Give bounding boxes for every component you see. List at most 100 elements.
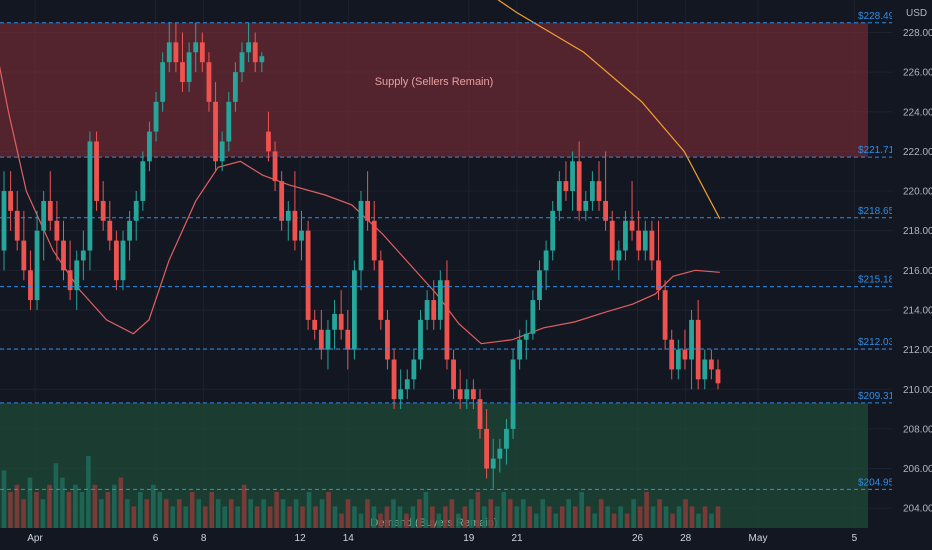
- x-axis: Apr68121419212628May510: [0, 528, 932, 550]
- x-tick-label: 28: [680, 533, 692, 544]
- candle-body: [153, 101, 159, 132]
- volume-bar: [579, 492, 584, 528]
- candle-body: [504, 428, 509, 449]
- y-tick-label: 226.00: [903, 68, 932, 79]
- candle-body: [305, 230, 311, 320]
- volume-bar: [631, 499, 636, 528]
- candle-body: [391, 359, 397, 400]
- candle-body: [563, 181, 569, 192]
- volume-bar: [423, 492, 429, 528]
- volume-bar: [683, 499, 688, 528]
- candle-body: [292, 210, 298, 241]
- candle-body: [332, 313, 337, 330]
- candle-body: [431, 300, 437, 320]
- volume-bar: [319, 499, 325, 528]
- x-tick-label: 21: [511, 533, 523, 544]
- volume-bar: [53, 463, 59, 528]
- volume-bar: [501, 492, 507, 528]
- candle-body: [213, 101, 218, 162]
- candlesticks: [1, 22, 721, 489]
- volume-bar: [306, 492, 312, 528]
- candle-body: [662, 290, 668, 340]
- volume-bar: [300, 506, 305, 528]
- candle-body: [285, 210, 291, 221]
- volume-bar: [189, 492, 195, 528]
- price-level-label: $218.65: [858, 206, 895, 217]
- candle-body: [193, 42, 199, 53]
- y-tick-label: 216.00: [903, 266, 932, 277]
- volume-bar: [112, 484, 117, 528]
- candle-body: [371, 220, 377, 261]
- volume-bar: [339, 513, 344, 528]
- candle-body: [365, 200, 371, 221]
- candle-body: [47, 200, 53, 221]
- volume-bar: [495, 506, 500, 528]
- y-tick-label: 214.00: [903, 305, 932, 316]
- moving-averages: [0, 0, 721, 345]
- volume-bar: [326, 492, 331, 528]
- candle-body: [411, 359, 417, 380]
- y-tick-label: 212.00: [903, 345, 932, 356]
- candle-body: [682, 349, 688, 360]
- candle-body: [603, 200, 609, 221]
- moving-average-red: [0, 65, 720, 345]
- volume-bar: [507, 499, 513, 528]
- candle-body: [127, 220, 133, 241]
- volume-bar: [624, 513, 630, 528]
- volume-bar: [313, 506, 318, 528]
- volume-bar: [384, 506, 390, 528]
- x-tick-label: 5: [852, 533, 858, 544]
- x-tick-label: 14: [343, 533, 355, 544]
- volume-bar: [34, 492, 39, 528]
- volume-bar: [397, 506, 403, 528]
- candle-body: [517, 339, 523, 360]
- volume-bar: [280, 499, 286, 528]
- volume-bar: [559, 506, 565, 528]
- candle-body: [1, 191, 7, 251]
- volume-bar: [254, 506, 260, 528]
- candle-body: [41, 200, 47, 231]
- volume-bar: [546, 506, 552, 528]
- volume-bar: [138, 492, 143, 528]
- candle-body: [140, 161, 146, 201]
- price-levels: $228.49 $221.71 $218.65 $215.18 $212.03 $209.…: [0, 11, 895, 490]
- candle-body: [239, 52, 245, 73]
- y-tick-label: 228.00: [903, 28, 932, 39]
- candle-body: [34, 230, 40, 301]
- volume-bar: [605, 506, 610, 528]
- candle-body: [173, 42, 179, 63]
- volume-bar: [209, 492, 215, 528]
- volume-bar: [514, 506, 520, 528]
- candle-body: [543, 250, 549, 271]
- candle-body: [530, 300, 536, 334]
- volume-bar: [86, 456, 91, 528]
- volume-bar: [215, 499, 221, 528]
- candle-body: [226, 101, 232, 142]
- volume-bar: [228, 499, 234, 528]
- volume-bar: [73, 484, 78, 528]
- volume-bar: [60, 477, 65, 528]
- x-tick-label: May: [749, 533, 768, 544]
- volume-bar: [611, 513, 617, 528]
- volume-bar: [345, 499, 351, 528]
- volume-bar: [462, 506, 468, 528]
- y-tick-label: 218.00: [903, 226, 932, 237]
- volume-bar: [222, 506, 227, 528]
- candle-body: [636, 230, 642, 251]
- price-level-label: $221.71: [858, 145, 895, 156]
- candle-body: [8, 191, 14, 211]
- volume-bar: [657, 499, 662, 528]
- candle-body: [338, 313, 344, 330]
- volume-bar: [248, 499, 253, 528]
- volume-bar: [352, 506, 357, 528]
- candle-body: [74, 260, 80, 291]
- x-tick-label: 8: [201, 533, 207, 544]
- volume-bar: [21, 499, 26, 528]
- volume-bar: [436, 513, 442, 528]
- volume-bar: [66, 492, 72, 528]
- volume-bar: [520, 499, 526, 528]
- volume-bar: [274, 492, 279, 528]
- candle-body: [457, 389, 463, 400]
- y-tick-label: 206.00: [903, 464, 932, 475]
